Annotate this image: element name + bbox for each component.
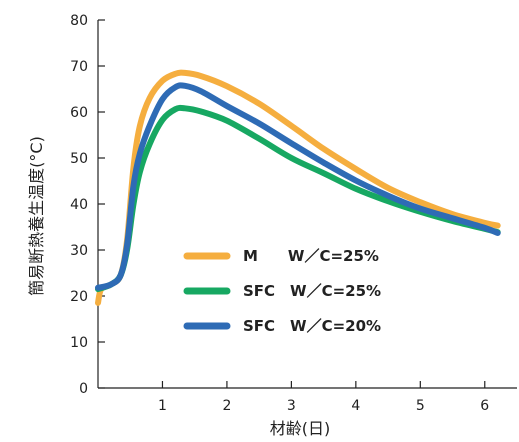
x-axis-title: 材齢(日) bbox=[270, 419, 331, 438]
series-layer bbox=[95, 69, 501, 306]
legend-label-2: SFC W／C=25% bbox=[243, 282, 381, 300]
y-tick-label: 70 bbox=[70, 59, 88, 75]
legend: M W／C=25% SFC W／C=25% SFC W／C=20% bbox=[183, 247, 381, 335]
y-tick-label: 80 bbox=[70, 13, 88, 29]
y-tick-label: 50 bbox=[70, 151, 88, 167]
y-tick-label: 10 bbox=[70, 335, 88, 351]
x-axis-ticks: 1 2 3 4 5 6 bbox=[158, 381, 489, 414]
y-tick-label: 30 bbox=[70, 243, 88, 259]
series-line-3 bbox=[95, 82, 501, 291]
x-tick-label: 1 bbox=[158, 398, 167, 414]
x-tick-label: 2 bbox=[222, 398, 231, 414]
y-tick-label: 0 bbox=[79, 381, 88, 397]
y-tick-label: 60 bbox=[70, 105, 88, 121]
y-tick-label: 20 bbox=[70, 289, 88, 305]
legend-label-3: SFC W／C=20% bbox=[243, 317, 381, 335]
x-tick-label: 3 bbox=[287, 398, 296, 414]
legend-label-1: M W／C=25% bbox=[243, 247, 379, 265]
x-tick-label: 4 bbox=[351, 398, 360, 414]
y-axis-title: 簡易断熱養生温度(°C) bbox=[27, 136, 46, 296]
y-axis-ticks: 0 10 20 30 40 50 60 70 80 bbox=[70, 13, 105, 397]
x-tick-label: 6 bbox=[480, 398, 489, 414]
y-tick-label: 40 bbox=[70, 197, 88, 213]
x-tick-label: 5 bbox=[416, 398, 425, 414]
